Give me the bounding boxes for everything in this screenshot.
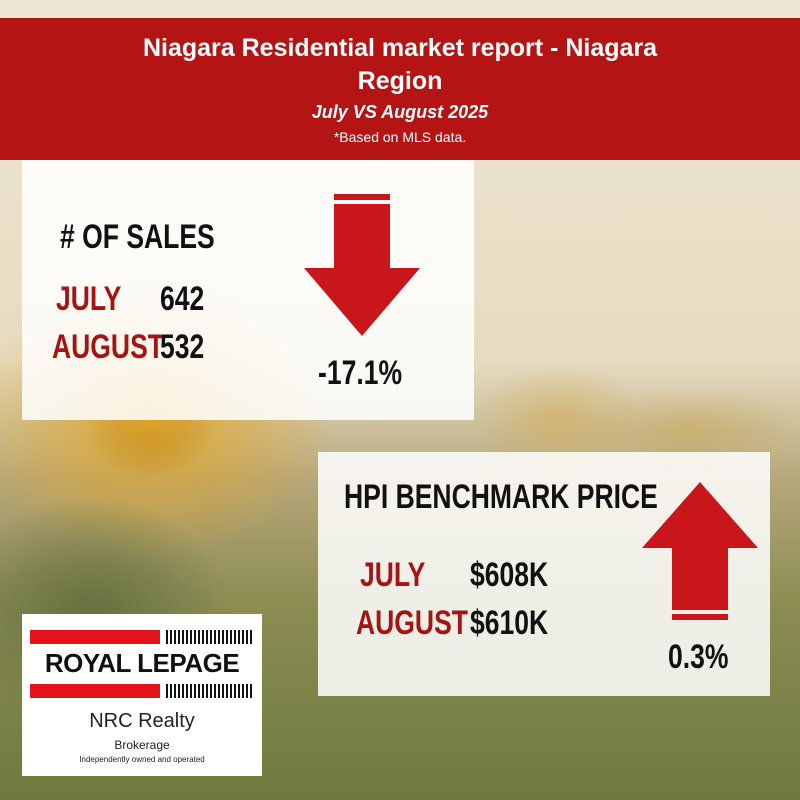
logo-brand: ROYAL LEPAGE: [44, 648, 240, 678]
logo-stripes-top: [166, 630, 254, 644]
report-title: Niagara Residential market report - Niag…: [142, 34, 658, 95]
hpi-heading: HPI BENCHMARK PRICE: [344, 478, 658, 516]
sales-august-value: 532: [160, 328, 205, 366]
logo-office-name: NRC Realty: [89, 710, 195, 732]
hpi-august-value: $610K: [470, 604, 549, 642]
report-header: Niagara Residential market report - Niag…: [0, 18, 800, 160]
logo-brokerage: Brokerage: [114, 738, 170, 752]
logo-red-bar-top: [30, 630, 160, 644]
royal-lepage-logo: ROYAL LEPAGE NRC Realty Brokerage Indepe…: [22, 614, 262, 776]
hpi-july-value: $608K: [470, 556, 549, 594]
sales-july-value: 642: [160, 280, 205, 318]
hpi-july-label: JULY: [360, 556, 426, 594]
hpi-august-label: AUGUST: [356, 604, 468, 642]
sales-july-label: JULY: [56, 280, 122, 318]
hpi-change-percent: 0.3%: [668, 638, 729, 676]
logo-red-bar-bottom: [30, 684, 160, 698]
logo-tagline: Independently owned and operated: [79, 755, 205, 764]
data-source-note: *Based on MLS data.: [333, 129, 467, 145]
report-subtitle: July VS August 2025: [311, 102, 489, 122]
sales-heading: # OF SALES: [60, 218, 215, 256]
up-arrow-icon: [642, 482, 758, 620]
sales-change-percent: -17.1%: [318, 354, 403, 392]
sales-august-label: AUGUST: [52, 328, 164, 366]
down-arrow-icon: [304, 194, 420, 336]
logo-stripes-bottom: [166, 684, 254, 698]
